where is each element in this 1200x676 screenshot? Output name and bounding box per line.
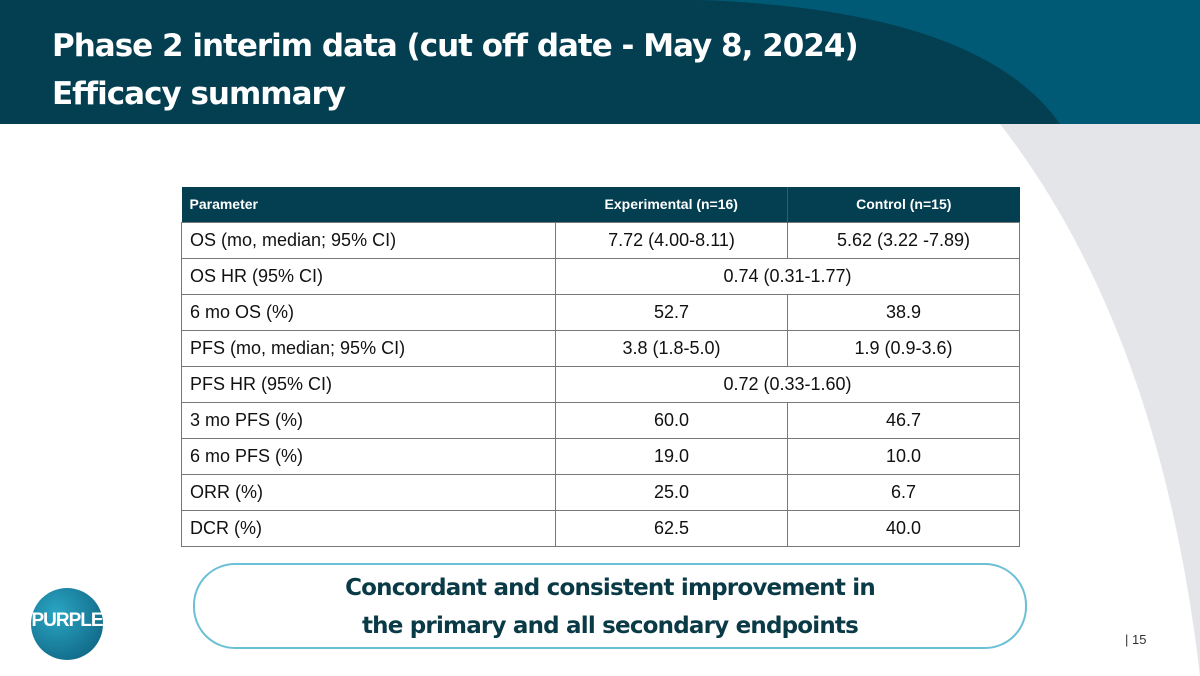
table-row: PFS HR (95% CI) 0.72 (0.33-1.60) <box>181 365 1020 403</box>
table-row: OS (mo, median; 95% CI) 7.72 (4.00-8.11) 5… <box>181 221 1020 259</box>
slide-title: Phase 2 interim data (cut off date - May… <box>52 22 859 118</box>
table-row: PFS (mo, median; 95% CI) 3.8 (1.8-5.0) 1.9… <box>181 329 1020 367</box>
cell-parameter: 3 mo PFS (%) <box>181 401 556 439</box>
page-number: | 15 <box>1125 632 1147 647</box>
cell-parameter: 6 mo PFS (%) <box>181 437 556 475</box>
cell-experimental: 52.7 <box>555 293 788 331</box>
title-line-2: Efficacy summary <box>52 76 346 112</box>
table-row: ORR (%) 25.0 6.7 <box>181 473 1020 511</box>
cell-combined: 0.72 (0.33-1.60) <box>555 365 1020 403</box>
table-row: 3 mo PFS (%) 60.0 46.7 <box>181 401 1020 439</box>
header-experimental: Experimental (n=16) <box>555 187 788 222</box>
cell-experimental: 62.5 <box>555 509 788 547</box>
cell-control: 5.62 (3.22 -7.89) <box>787 221 1020 259</box>
title-line-1: Phase 2 interim data (cut off date - May… <box>52 28 859 64</box>
cell-parameter: PFS HR (95% CI) <box>181 365 556 403</box>
header-control: Control (n=15) <box>787 187 1020 222</box>
gray-swoosh <box>1000 124 1200 676</box>
cell-control: 38.9 <box>787 293 1020 331</box>
cell-parameter: 6 mo OS (%) <box>181 293 556 331</box>
cell-experimental: 60.0 <box>555 401 788 439</box>
cell-parameter: DCR (%) <box>181 509 556 547</box>
cell-parameter: ORR (%) <box>181 473 556 511</box>
cell-control: 1.9 (0.9-3.6) <box>787 329 1020 367</box>
header-parameter: Parameter <box>181 187 556 222</box>
callout-line-1: Concordant and consistent improvement in <box>345 575 876 601</box>
cell-control: 10.0 <box>787 437 1020 475</box>
conclusion-callout: Concordant and consistent improvement in… <box>193 563 1027 649</box>
cell-parameter: OS (mo, median; 95% CI) <box>181 221 556 259</box>
cell-control: 46.7 <box>787 401 1020 439</box>
cell-experimental: 19.0 <box>555 437 788 475</box>
header-accent-curve <box>700 0 1200 124</box>
table-row: 6 mo PFS (%) 19.0 10.0 <box>181 437 1020 475</box>
table-header-row: Parameter Experimental (n=16) Control (n… <box>181 187 1020 222</box>
purple-logo: PURPLE <box>31 588 104 660</box>
cell-parameter: PFS (mo, median; 95% CI) <box>181 329 556 367</box>
cell-parameter: OS HR (95% CI) <box>181 257 556 295</box>
table-row: OS HR (95% CI) 0.74 (0.31-1.77) <box>181 257 1020 295</box>
cell-control: 40.0 <box>787 509 1020 547</box>
cell-experimental: 3.8 (1.8-5.0) <box>555 329 788 367</box>
callout-line-2: the primary and all secondary endpoints <box>361 613 859 639</box>
table-row: DCR (%) 62.5 40.0 <box>181 509 1020 547</box>
cell-experimental: 7.72 (4.00-8.11) <box>555 221 788 259</box>
logo-text: PURPLE <box>31 610 103 631</box>
cell-control: 6.7 <box>787 473 1020 511</box>
table-row: 6 mo OS (%) 52.7 38.9 <box>181 293 1020 331</box>
cell-experimental: 25.0 <box>555 473 788 511</box>
cell-combined: 0.74 (0.31-1.77) <box>555 257 1020 295</box>
efficacy-table: Parameter Experimental (n=16) Control (n… <box>181 187 1020 547</box>
